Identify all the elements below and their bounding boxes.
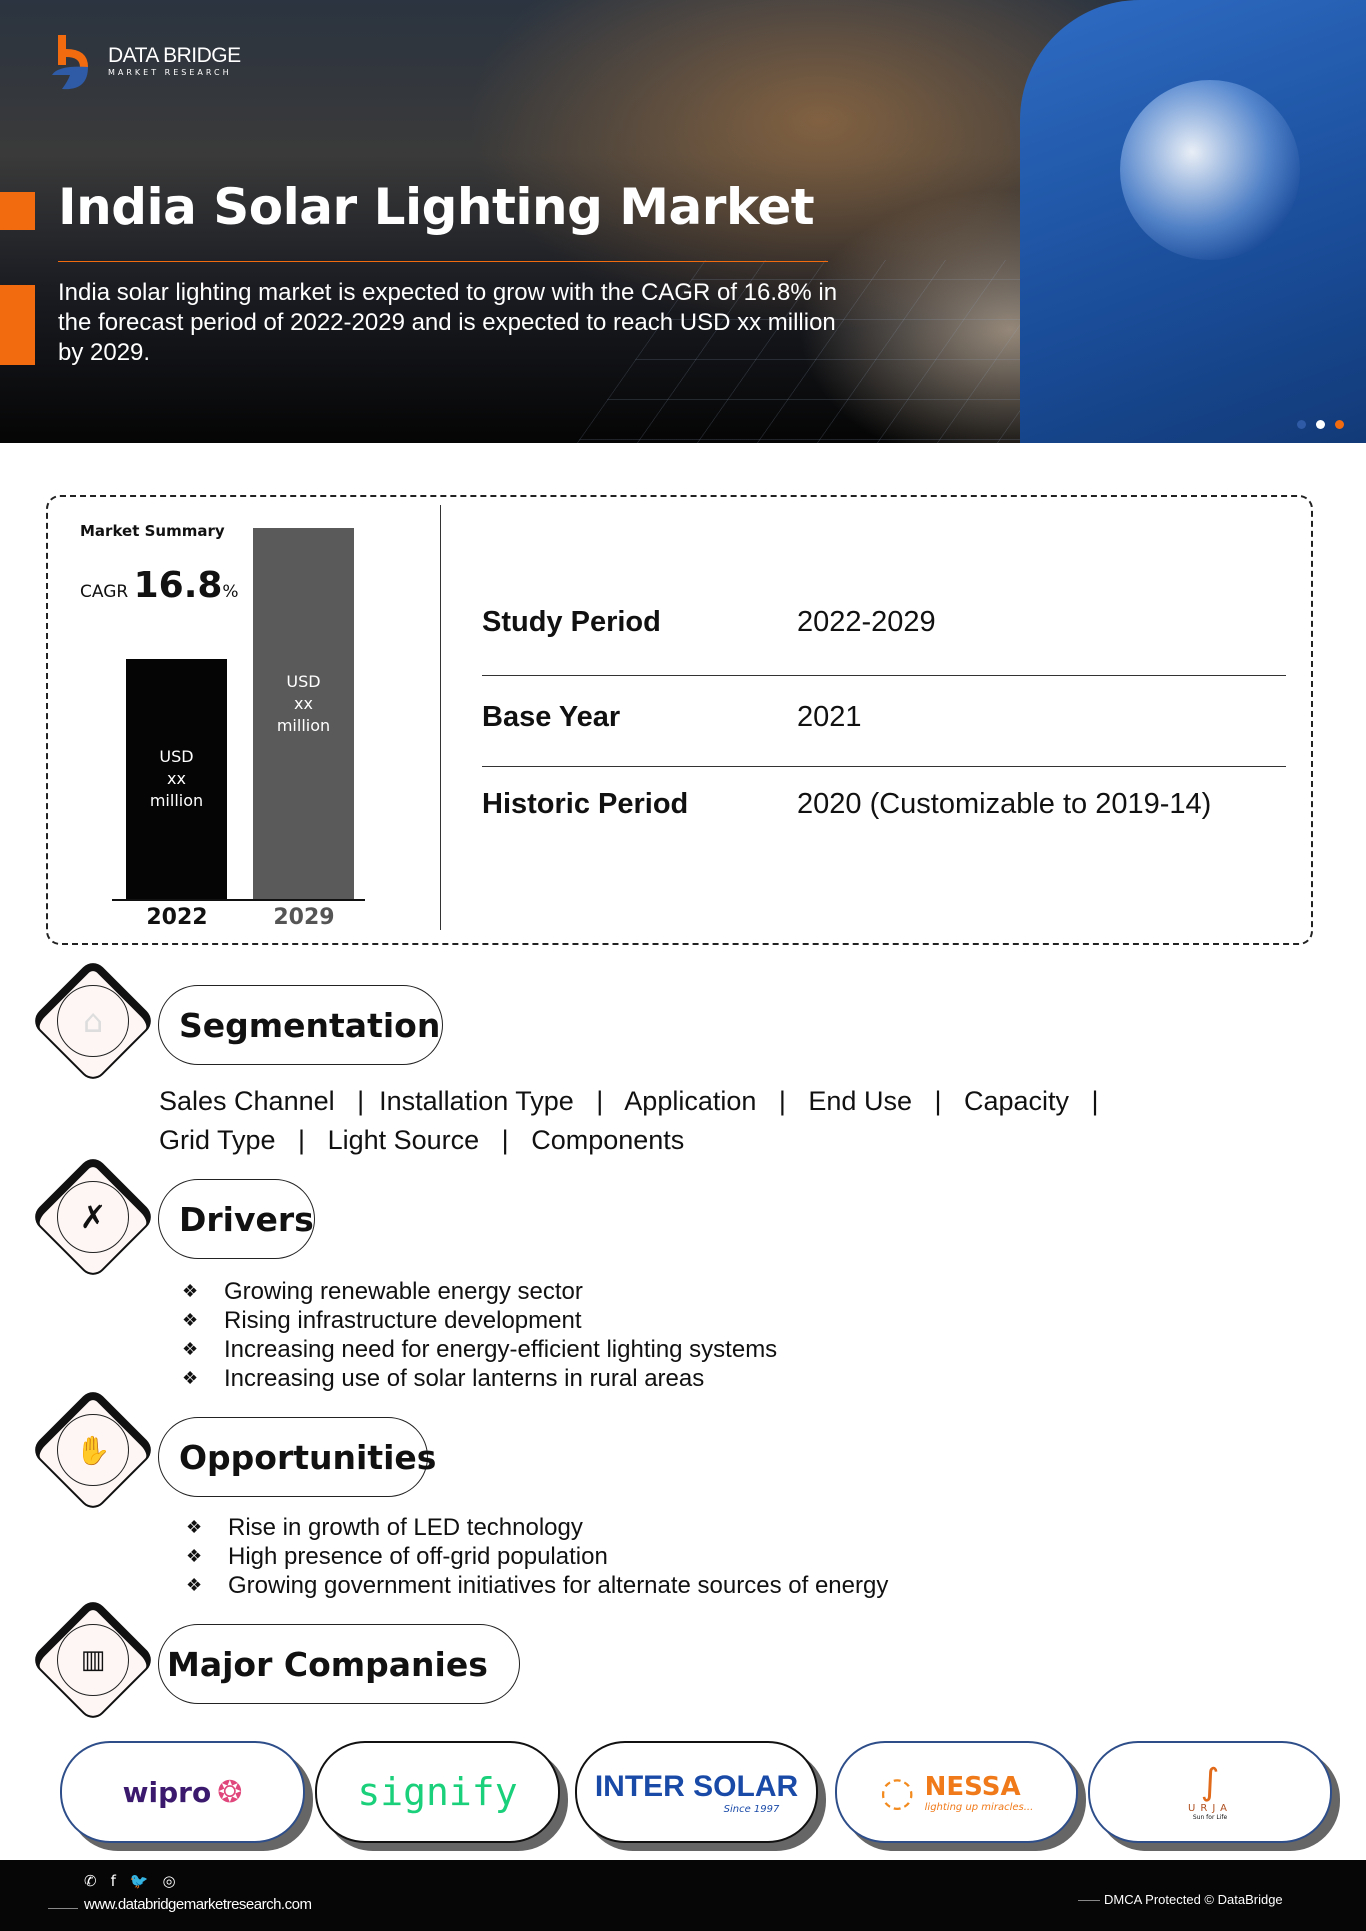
market-summary-box (46, 495, 1313, 945)
brand-name: DATA BRIDGE (108, 44, 241, 67)
base-year-label: Base Year (482, 701, 621, 733)
urja-swoosh-icon: ∫ (1200, 1762, 1220, 1803)
hand-coin-icon: ✋ (57, 1414, 129, 1486)
company-logo-urja[interactable]: ∫ URJA Sun for Life (1088, 1741, 1332, 1843)
wipro-dots-icon: ❂ (217, 1774, 243, 1810)
cagr-value: 16.8 (133, 565, 223, 606)
major-companies-heading: Major Companies (158, 1624, 520, 1704)
list-item: ❖ High presence of off-grid population (186, 1543, 608, 1570)
data-bridge-logo-icon (52, 35, 88, 90)
bar-label: million (149, 791, 204, 810)
website-link[interactable]: www.databridgemarketresearch.com (84, 1896, 312, 1913)
twitter-icon[interactable]: 🐦 (129, 1872, 149, 1890)
opportunities-list: ❖ Rise in growth of LED technology ❖ High … (186, 1513, 888, 1600)
company-logo-intersolar[interactable]: INTER SOLAR Since 1997 (575, 1741, 818, 1843)
chart-baseline (112, 899, 365, 901)
carousel-dot[interactable] (1316, 420, 1325, 429)
buildings-icon: ▥ (57, 1624, 129, 1696)
list-item: ❖ Increasing need for energy-efficient li… (182, 1336, 778, 1363)
list-item: ❖ Increasing use of solar lanterns in rur… (182, 1365, 705, 1392)
bar-label: USD (159, 747, 194, 766)
bar-label: xx (294, 694, 313, 713)
instagram-icon[interactable]: ◎ (162, 1872, 176, 1890)
bar-2029: USD xx million (253, 528, 354, 899)
bullet-icon: ❖ (182, 1339, 199, 1359)
list-item: ❖ Growing government initiatives for alte… (186, 1572, 889, 1599)
solar-globe-image (1120, 80, 1300, 260)
cagr-display: CAGR 16.8% (80, 565, 239, 606)
bar-label: million (276, 716, 331, 735)
whatsapp-icon[interactable]: ✆ (84, 1872, 97, 1890)
bar-label: xx (167, 769, 186, 788)
study-period-label: Study Period (482, 606, 661, 638)
bullet-icon: ❖ (182, 1281, 199, 1301)
title-divider (58, 261, 828, 262)
list-item: ❖ Rise in growth of LED technology (186, 1514, 583, 1541)
list-item: ❖ Growing renewable energy sector (182, 1278, 583, 1305)
segments-line: Sales Channel | Installation Type | Appl… (159, 1086, 1099, 1116)
base-year-value: 2021 (797, 701, 862, 733)
historic-period-label: Historic Period (482, 788, 689, 820)
footer: ✆ f 🐦 ◎ www.databridgemarketresearch.com DM… (0, 1860, 1366, 1931)
company-logo-signify[interactable]: signify (315, 1741, 560, 1843)
intro-text: India solar lighting market is expected … (58, 279, 838, 366)
list-item: ❖ Rising infrastructure development (182, 1307, 582, 1334)
footer-rule (1078, 1900, 1100, 1901)
company-logo-wipro[interactable]: wipro ❂ (60, 1741, 305, 1843)
summary-divider (440, 505, 441, 930)
bullet-icon: ❖ (186, 1575, 203, 1595)
study-period-value: 2022-2029 (797, 606, 936, 638)
bullet-icon: ❖ (186, 1546, 203, 1566)
carousel-dot[interactable] (1297, 420, 1306, 429)
store-icon: ⌂ (57, 985, 129, 1057)
company-logo-nessa[interactable]: ◌ NESSA lighting up miracles... (835, 1741, 1078, 1843)
bar-label: USD (286, 672, 321, 691)
brand-tagline: MARKET RESEARCH (108, 68, 232, 77)
opportunities-heading: Opportunities (158, 1417, 436, 1497)
page-title: India Solar Lighting Market (58, 178, 815, 236)
historic-period-value: 2020 (Customizable to 2019-14) (797, 788, 1212, 820)
row-divider (482, 675, 1286, 676)
market-summary-title: Market Summary (80, 522, 225, 540)
segments-line: Grid Type | Light Source | Components (159, 1125, 685, 1155)
year-label-2029: 2029 (273, 905, 335, 930)
cagr-label: CAGR (80, 582, 129, 602)
footer-rule (48, 1908, 78, 1909)
drivers-heading: Drivers (158, 1179, 315, 1259)
hero-banner: DATA BRIDGE MARKET RESEARCH India Solar … (0, 0, 1366, 443)
year-label-2022: 2022 (146, 905, 208, 930)
bar-2022: USD xx million (126, 659, 227, 899)
cagr-unit: % (222, 582, 239, 602)
row-divider (482, 766, 1286, 767)
tools-icon: ✗ (57, 1181, 129, 1253)
accent-bar (0, 192, 35, 230)
facebook-icon[interactable]: f (110, 1872, 116, 1890)
bullet-icon: ❖ (182, 1310, 199, 1330)
accent-bar (0, 285, 35, 365)
drivers-list: ❖ Growing renewable energy sector ❖ Rising… (182, 1277, 777, 1393)
carousel-dot[interactable] (1335, 420, 1344, 429)
dmca-notice: DMCA Protected © DataBridge (1104, 1892, 1283, 1907)
segmentation-heading: Segmentation (158, 985, 443, 1065)
social-links: ✆ f 🐦 ◎ (84, 1872, 176, 1890)
nessa-dots-icon: ◌ (879, 1769, 915, 1815)
bullet-icon: ❖ (182, 1368, 199, 1388)
bullet-icon: ❖ (186, 1517, 203, 1537)
